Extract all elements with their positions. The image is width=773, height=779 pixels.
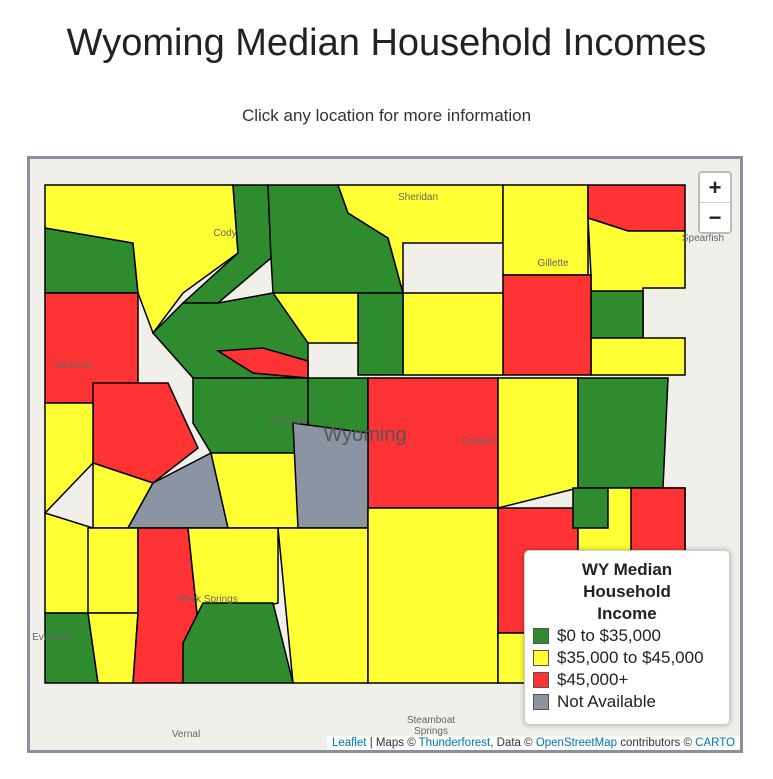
county[interactable] xyxy=(590,337,686,376)
attribution-link[interactable]: CARTO xyxy=(695,737,735,749)
place-label: Jackson xyxy=(55,360,92,371)
attribution-text: | Maps © xyxy=(366,737,419,749)
county[interactable] xyxy=(630,487,686,554)
legend-label: $35,000 to $45,000 xyxy=(557,648,704,667)
county[interactable] xyxy=(44,511,94,614)
county[interactable] xyxy=(44,402,94,515)
place-label: Riverton xyxy=(269,416,306,427)
legend-item: $0 to $35,000 xyxy=(525,625,729,647)
legend-title-line: WY Median xyxy=(581,560,673,579)
legend-swatch xyxy=(533,628,549,644)
place-label: Rock Springs xyxy=(178,594,237,605)
county[interactable] xyxy=(277,527,369,684)
legend-swatch xyxy=(533,672,549,688)
place-label: Sheridan xyxy=(398,192,438,203)
legend-title-line: Income xyxy=(597,604,657,623)
zoom-out[interactable]: − xyxy=(708,205,722,230)
place-label: Springs xyxy=(414,726,448,737)
zoom-control: + − xyxy=(698,171,732,234)
attribution-link[interactable]: Thunderforest xyxy=(418,737,491,749)
county[interactable] xyxy=(590,290,644,339)
county[interactable] xyxy=(357,292,404,376)
place-label: Gillette xyxy=(537,258,569,269)
legend-swatch xyxy=(533,694,549,710)
county[interactable] xyxy=(502,274,592,376)
attribution: Leaflet | Maps © Thunderforest, Data © O… xyxy=(326,736,740,750)
map[interactable]: Sheridan Cody Gillette Jackson Riverton Wyomi… xyxy=(27,156,743,753)
county[interactable] xyxy=(210,452,304,529)
legend: WY Median Household Income $0 to $35,000 $35… xyxy=(524,550,730,725)
zoom-in[interactable]: + xyxy=(700,173,730,203)
county[interactable] xyxy=(402,292,504,376)
place-label: Wyoming xyxy=(323,424,406,446)
county[interactable] xyxy=(182,602,294,684)
place-label: Vernal xyxy=(172,729,200,740)
place-label: Cody xyxy=(213,228,236,239)
county[interactable] xyxy=(187,527,279,624)
subtitle: Click any location for more information xyxy=(241,106,532,125)
attribution-text: , Data © xyxy=(490,737,536,749)
county[interactable] xyxy=(215,347,309,379)
place-label: Evanston xyxy=(32,632,74,643)
legend-title: WY Median Household Income xyxy=(525,559,729,625)
county[interactable] xyxy=(87,527,139,614)
title: Wyoming Median Household Incomes xyxy=(66,22,707,64)
place-label: Spearfish xyxy=(682,233,724,244)
legend-item: $35,000 to $45,000 xyxy=(525,647,729,669)
county[interactable] xyxy=(497,377,579,509)
county[interactable] xyxy=(572,487,609,529)
place-label: Casper xyxy=(462,436,495,447)
place-label: Steamboat xyxy=(407,715,456,726)
legend-item: $45,000+ xyxy=(525,669,729,691)
attribution-link[interactable]: OpenStreetMap xyxy=(535,737,617,749)
map-canvas: Sheridan Cody Gillette Jackson Riverton Wyomi… xyxy=(32,184,724,740)
legend-item: Not Available xyxy=(525,691,729,713)
legend-label: $0 to $35,000 xyxy=(557,626,661,645)
legend-label: Not Available xyxy=(557,692,656,711)
legend-swatch xyxy=(533,650,549,666)
county[interactable] xyxy=(577,377,669,489)
county[interactable] xyxy=(367,507,499,684)
attribution-link[interactable]: Leaflet xyxy=(331,737,367,749)
attribution-text: contributors © xyxy=(617,737,696,749)
legend-label: $45,000+ xyxy=(557,670,629,689)
legend-title-line: Household xyxy=(583,582,671,601)
